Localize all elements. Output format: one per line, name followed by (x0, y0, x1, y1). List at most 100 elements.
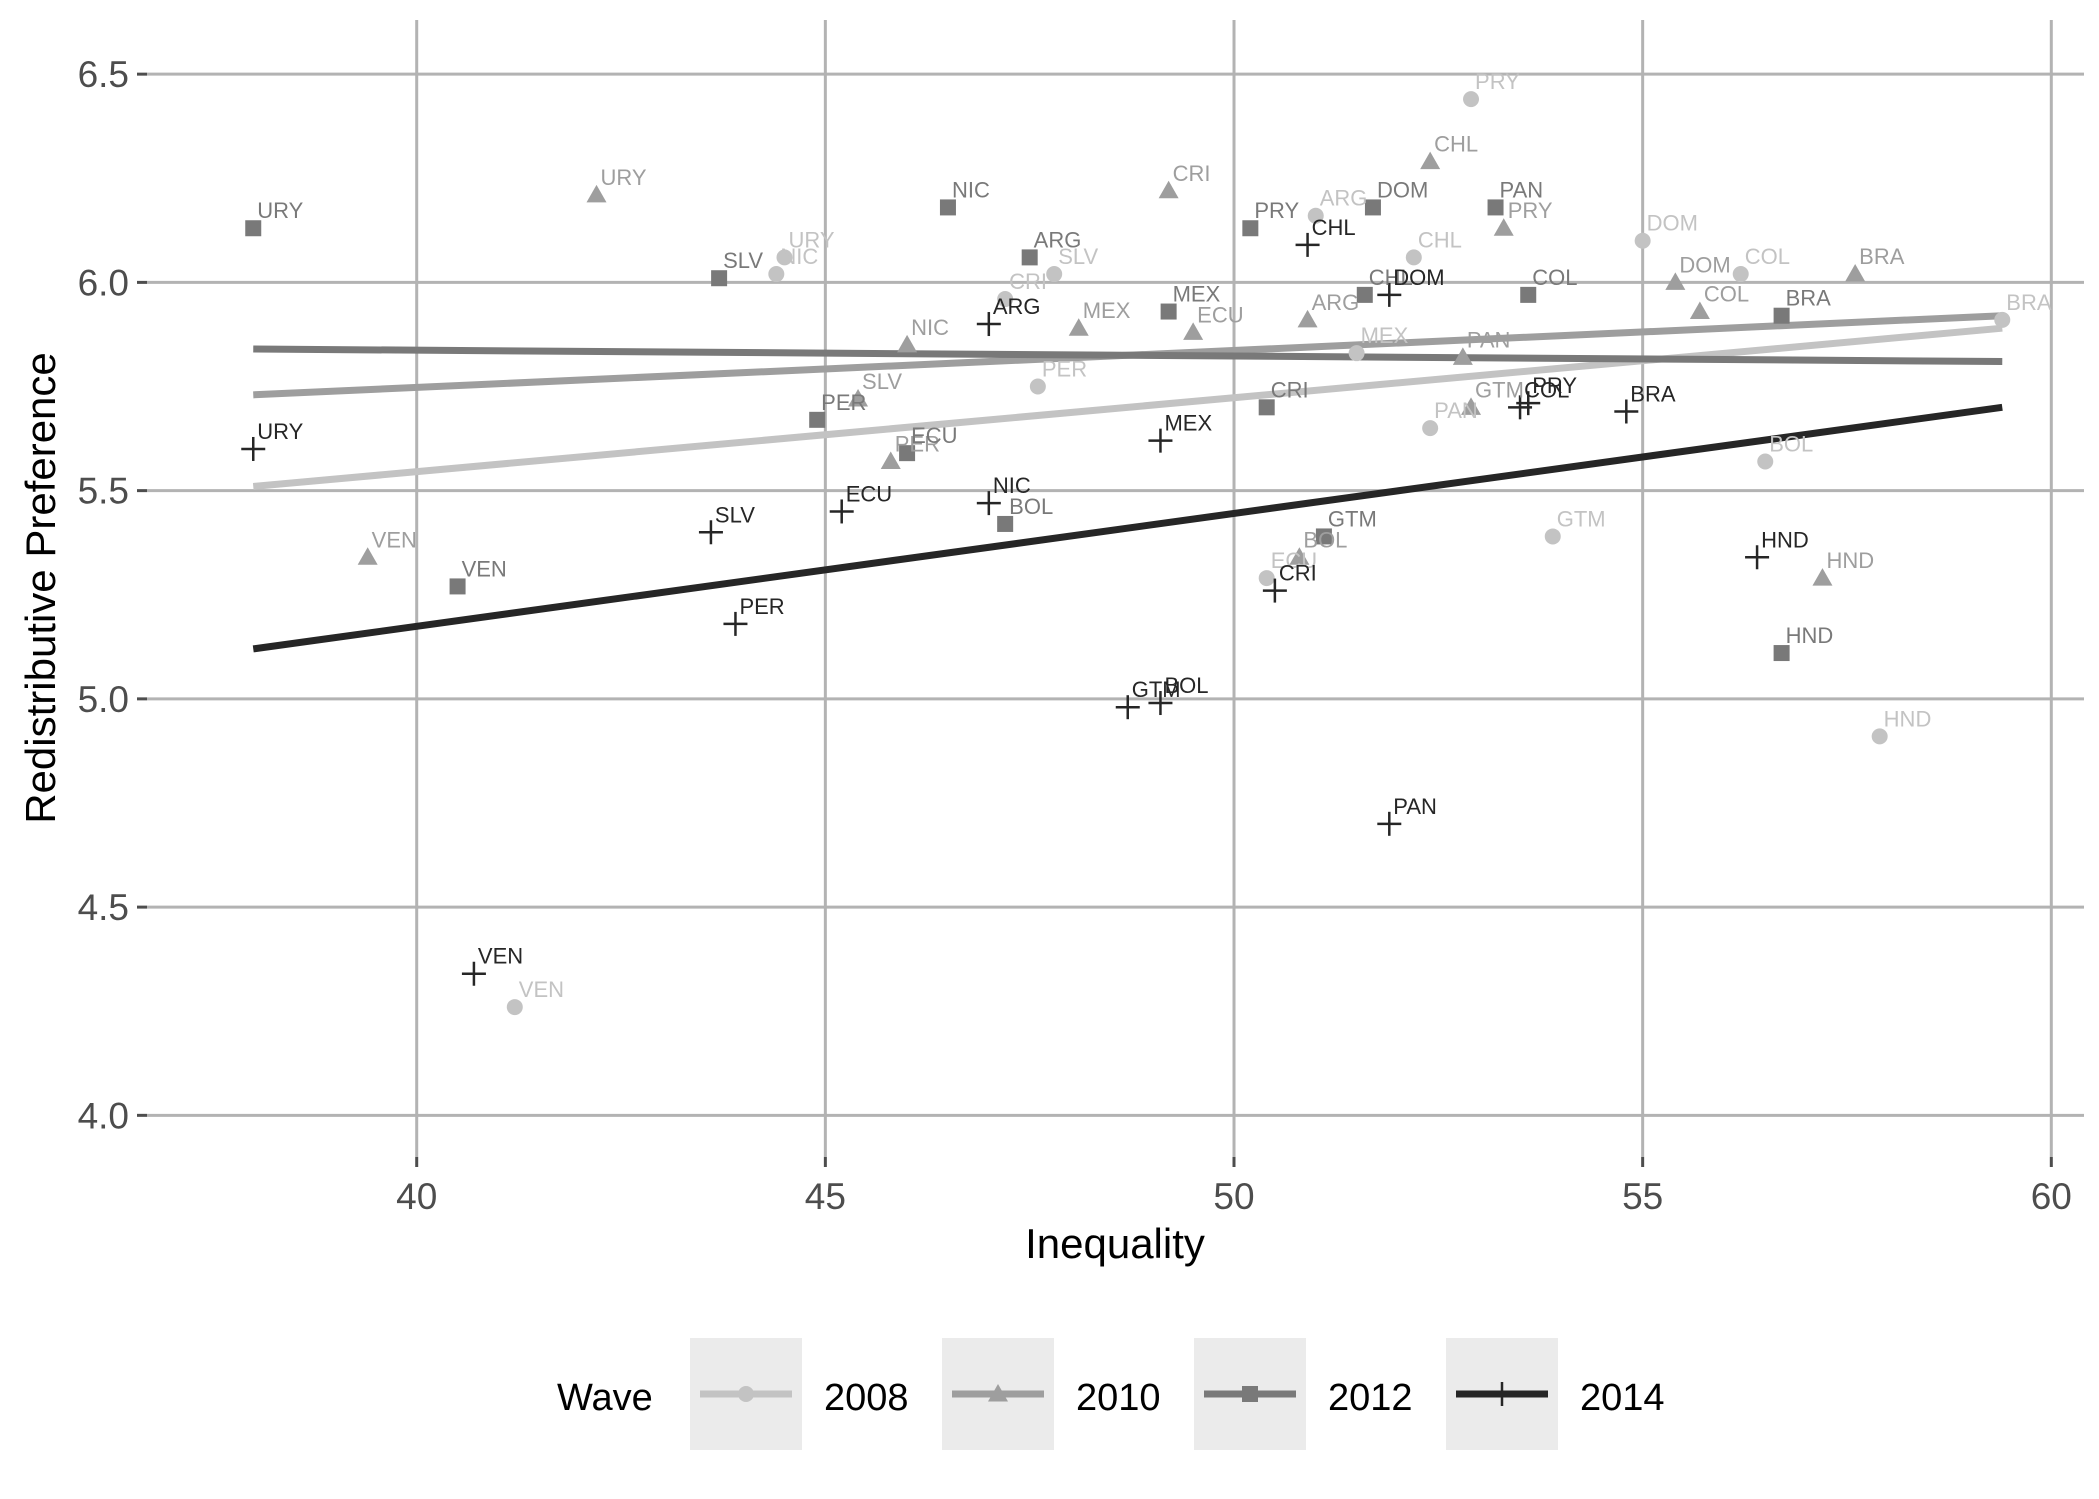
point-2008-NIC (768, 266, 785, 283)
point-2010-BOL (1289, 547, 1310, 565)
point-label-2012-URY: URY (257, 198, 303, 223)
point-label-2010-ARG: ARG (1312, 290, 1360, 315)
point-2012-GTM (1315, 528, 1332, 545)
point-2012-ARG (1021, 249, 1038, 266)
point-label-2014-BOL: BOL (1164, 673, 1208, 698)
point-2008-COL (1732, 266, 1749, 283)
fit-lines (252, 312, 2003, 653)
point-label-2008-HND: HND (1884, 706, 1932, 731)
point-label-2014-ARG: ARG (993, 294, 1041, 319)
point-label-2012-PAN: PAN (1500, 177, 1544, 202)
point-label-2012-ECU: ECU (911, 423, 957, 448)
point-label-2008-CRI: CRI (1009, 269, 1047, 294)
point-2012-COL (1520, 286, 1537, 303)
point-label-2010-SLV: SLV (862, 369, 902, 394)
point-2010-PER (880, 451, 901, 469)
grid (147, 20, 2084, 1157)
point-label-2012-ARG: ARG (1034, 227, 1082, 252)
legend: Wave 2008 2010 2012 2014 (557, 1338, 1665, 1450)
point-label-2014-COL: COL (1524, 377, 1569, 402)
point-label-2014-SLV: SLV (715, 502, 755, 527)
x-tick-label: 50 (1213, 1176, 1254, 1217)
point-label-2012-MEX: MEX (1173, 282, 1221, 307)
point-2012-VEN (449, 578, 466, 595)
point-2014-CRI (1262, 578, 1287, 603)
point-2012-BOL (997, 515, 1014, 532)
point-2008-GTM (1544, 528, 1561, 545)
point-2014-COL (1508, 395, 1533, 420)
point-label-2014-VEN: VEN (478, 944, 523, 969)
point-label-2012-HND: HND (1786, 623, 1834, 648)
point-2010-CHL (1420, 151, 1441, 170)
point-2010-DOM (1665, 272, 1686, 290)
point-2008-ECU (1258, 570, 1275, 587)
point-2010-MEX (1068, 318, 1089, 336)
legend-key-marker-2012 (1242, 1386, 1258, 1402)
point-2014-URY (241, 436, 266, 461)
point-label-2008-BRA: BRA (2006, 290, 2052, 315)
point-2012-PRY (1242, 220, 1259, 237)
point-label-2014-GTM: GTM (1132, 677, 1181, 702)
point-label-2010-COL: COL (1704, 282, 1749, 307)
point-label-2012-SLV: SLV (723, 248, 763, 273)
point-label-2012-CRI: CRI (1271, 377, 1309, 402)
point-label-2014-ECU: ECU (846, 481, 892, 506)
point-2012-PAN (1487, 199, 1504, 216)
point-label-2012-VEN: VEN (462, 556, 507, 581)
point-label-2014-PRY: PRY (1532, 373, 1577, 398)
point-label-2014-URY: URY (257, 419, 303, 444)
x-tick-label: 60 (2031, 1176, 2072, 1217)
legend-title: Wave (557, 1377, 653, 1419)
point-label-2012-PRY: PRY (1254, 198, 1299, 223)
point-2014-BRA (1614, 399, 1639, 424)
legend-label-2014: 2014 (1580, 1377, 1665, 1419)
point-label-2008-DOM: DOM (1647, 211, 1698, 236)
point-2008-URY (776, 249, 793, 266)
point-label-2008-URY: URY (788, 227, 834, 252)
point-2010-PRY (1493, 218, 1514, 236)
point-2014-CHL (1295, 232, 1320, 257)
legend-label-2010: 2010 (1076, 1377, 1161, 1419)
point-2012-ECU (899, 445, 916, 462)
point-2010-NIC (897, 334, 918, 353)
point-label-2008-COL: COL (1745, 244, 1790, 269)
point-label-2010-PRY: PRY (1508, 198, 1553, 223)
data-points (241, 91, 2011, 1016)
y-tick-label: 4.5 (78, 887, 129, 928)
point-2014-ECU (829, 499, 854, 524)
point-2012-SLV (711, 270, 728, 287)
point-2010-ECU (1183, 322, 1204, 340)
point-label-2010-BRA: BRA (1859, 244, 1905, 269)
point-label-2010-VEN: VEN (372, 527, 417, 552)
point-label-2010-BOL: BOL (1303, 527, 1347, 552)
point-label-2008-NIC: NIC (780, 244, 818, 269)
point-label-2010-ECU: ECU (1197, 302, 1243, 327)
point-label-2010-URY: URY (601, 165, 647, 190)
point-2008-HND (1871, 728, 1888, 745)
point-label-2008-ECU: ECU (1271, 548, 1317, 573)
point-label-2012-GTM: GTM (1328, 506, 1377, 531)
point-2010-PAN (1452, 347, 1473, 365)
point-2010-URY (586, 184, 607, 203)
point-2008-MEX (1348, 345, 1365, 362)
point-2008-PRY (1463, 91, 1480, 108)
point-label-2014-DOM: DOM (1393, 265, 1444, 290)
point-2008-BRA (1994, 311, 2011, 328)
point-2010-HND (1812, 568, 1833, 586)
point-label-2012-DOM: DOM (1377, 177, 1428, 202)
point-label-2008-PER: PER (1042, 357, 1087, 382)
point-2010-COL (1689, 301, 1710, 320)
point-label-2014-BRA: BRA (1630, 381, 1676, 406)
point-label-2010-MEX: MEX (1083, 298, 1131, 323)
x-tick-label: 45 (805, 1176, 846, 1217)
point-label-2008-MEX: MEX (1361, 323, 1409, 348)
point-label-2010-DOM: DOM (1679, 252, 1730, 277)
point-2008-CRI (997, 291, 1014, 308)
point-2014-MEX (1148, 428, 1173, 453)
point-2014-HND (1745, 545, 1770, 570)
fit-line-2012 (253, 345, 2003, 366)
point-2014-VEN (461, 961, 486, 986)
point-2010-VEN (357, 547, 378, 565)
point-2008-VEN (506, 999, 523, 1016)
